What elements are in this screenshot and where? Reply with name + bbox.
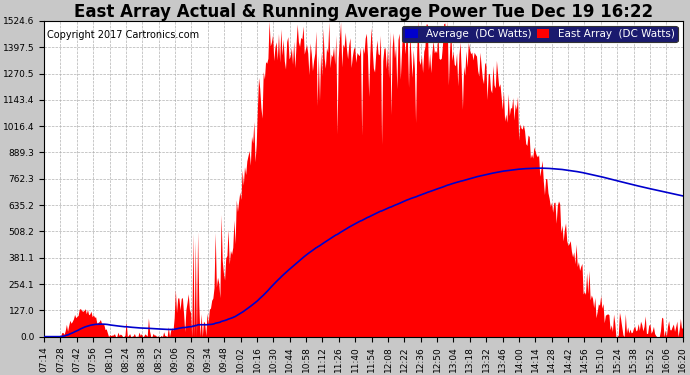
Title: East Array Actual & Running Average Power Tue Dec 19 16:22: East Array Actual & Running Average Powe… xyxy=(74,3,653,21)
Legend: Average  (DC Watts), East Array  (DC Watts): Average (DC Watts), East Array (DC Watts… xyxy=(402,26,678,42)
Text: Copyright 2017 Cartronics.com: Copyright 2017 Cartronics.com xyxy=(48,30,199,40)
